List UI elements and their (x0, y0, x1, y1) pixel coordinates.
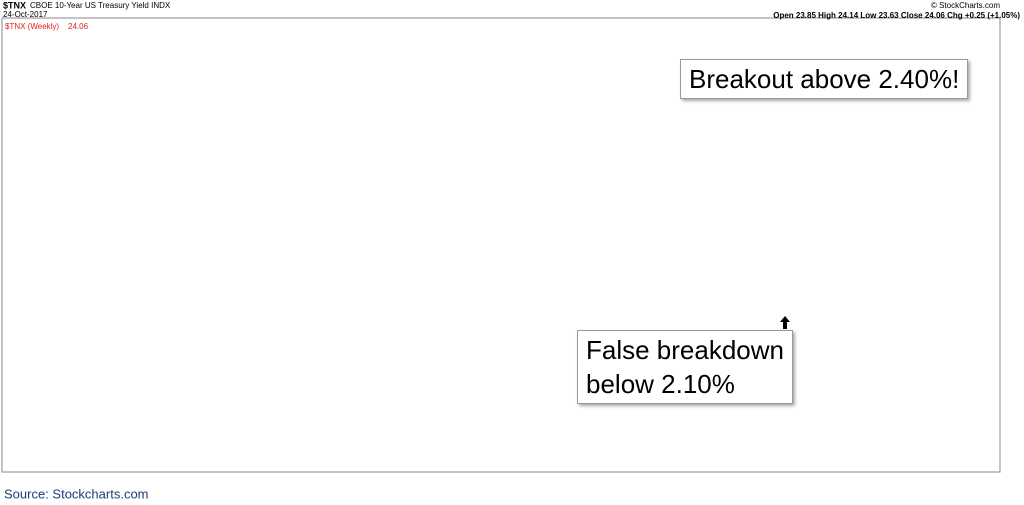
annotation: below 2.10% (586, 369, 735, 399)
chart-title: $TNX (3, 0, 26, 10)
source: Source: Stockcharts.com (4, 486, 149, 501)
chart-date: 24-Oct-2017 (3, 10, 48, 19)
legend-value: 24.06 (68, 22, 89, 31)
credit: © StockCharts.com (931, 1, 1000, 10)
annotation: Breakout above 2.40%! (689, 64, 960, 94)
quote: Open 23.85 High 24.14 Low 23.63 Close 24… (773, 11, 1020, 20)
arrow (780, 316, 790, 329)
annotation-box: False breakdown below 2.10% (577, 330, 793, 404)
annotation: False breakdown (586, 335, 784, 365)
chart-subtitle: CBOE 10-Year US Treasury Yield INDX (30, 1, 171, 10)
legend-entry: $TNX (Weekly) (5, 22, 59, 31)
annotation-box: Breakout above 2.40%! (680, 59, 969, 99)
